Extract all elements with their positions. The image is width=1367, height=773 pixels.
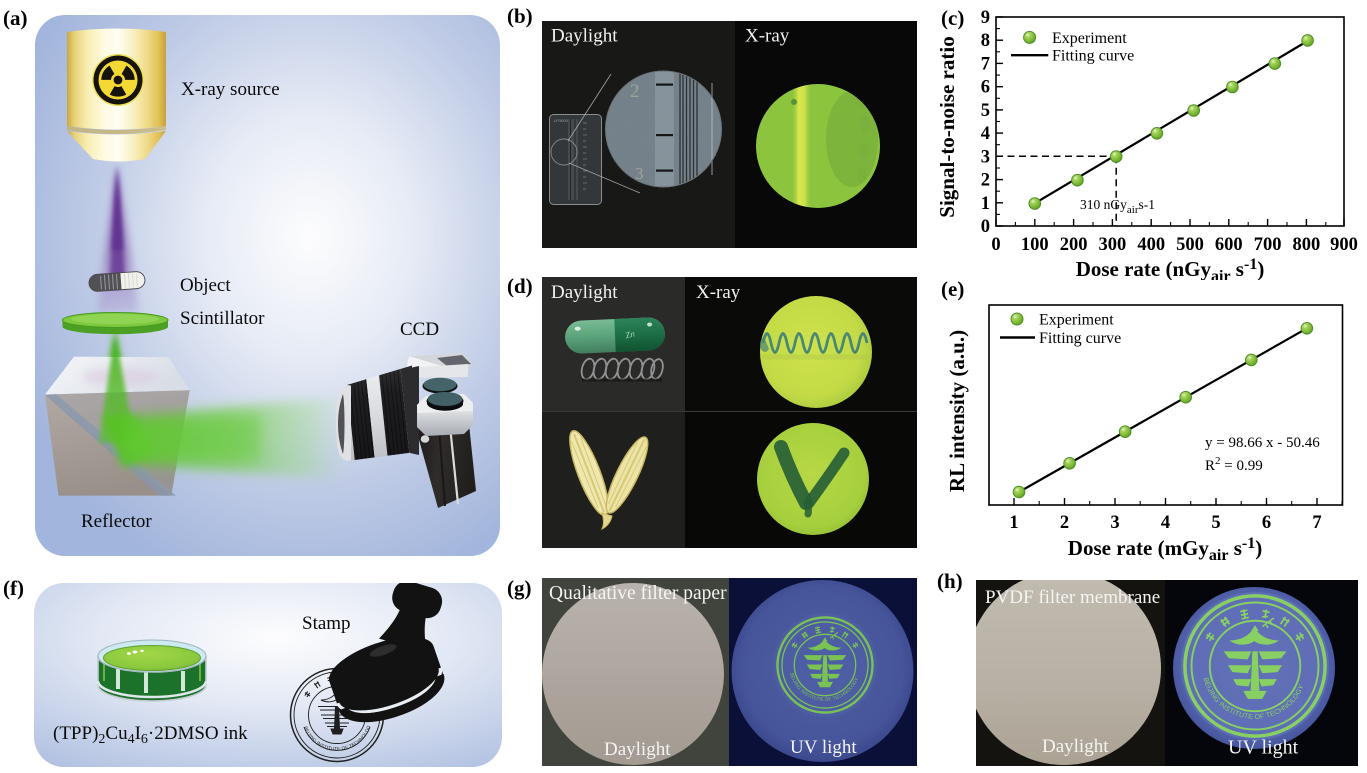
svg-text:Stamp: Stamp xyxy=(302,613,351,634)
svg-text:800: 800 xyxy=(1293,235,1321,255)
svg-text:3: 3 xyxy=(981,147,990,167)
svg-text:CCD: CCD xyxy=(400,319,439,340)
svg-text:Fitting curve: Fitting curve xyxy=(1052,48,1134,65)
svg-text:X-ray source: X-ray source xyxy=(181,79,280,100)
svg-text:UV light: UV light xyxy=(790,737,857,758)
svg-text:Experiment: Experiment xyxy=(1039,312,1114,329)
svg-text:UV light: UV light xyxy=(1228,737,1299,759)
svg-text:500: 500 xyxy=(1176,235,1204,255)
svg-text:600: 600 xyxy=(1215,235,1243,255)
svg-text:y = 98.66 x - 50.46: y = 98.66 x - 50.46 xyxy=(1205,435,1320,451)
svg-text:Qualitative filter paper: Qualitative filter paper xyxy=(549,583,727,604)
svg-text:7: 7 xyxy=(981,54,990,74)
svg-text:1: 1 xyxy=(981,194,990,214)
svg-text:5: 5 xyxy=(981,101,990,121)
svg-text:0: 0 xyxy=(991,235,1000,255)
svg-text:Experiment: Experiment xyxy=(1052,30,1127,47)
svg-text:300: 300 xyxy=(1099,235,1127,255)
svg-text:LP3000: LP3000 xyxy=(554,118,569,123)
svg-text:Fitting curve: Fitting curve xyxy=(1039,330,1121,347)
svg-text:Daylight: Daylight xyxy=(604,739,671,760)
svg-text:Signal-to-noise ratio: Signal-to-noise ratio xyxy=(940,36,959,217)
svg-text:100: 100 xyxy=(1021,235,1049,255)
svg-text:1: 1 xyxy=(1009,513,1018,533)
svg-text:X-ray: X-ray xyxy=(745,26,790,47)
svg-text:4: 4 xyxy=(1161,513,1170,533)
svg-text:700: 700 xyxy=(1254,235,1282,255)
svg-text:Daylight: Daylight xyxy=(551,26,618,47)
svg-text:0: 0 xyxy=(981,217,990,237)
svg-text:2: 2 xyxy=(981,171,990,191)
svg-text:900: 900 xyxy=(1330,235,1358,255)
svg-text:PVDF filter membrane: PVDF filter membrane xyxy=(985,587,1160,608)
svg-text:Daylight: Daylight xyxy=(1042,736,1109,757)
svg-text:(TPP)2Cu4I6·2DMSO ink: (TPP)2Cu4I6·2DMSO ink xyxy=(53,723,248,747)
svg-text:Zn: Zn xyxy=(624,328,636,340)
svg-text:Dose rate (mGyair s-1): Dose rate (mGyair s-1) xyxy=(1068,535,1262,560)
svg-text:6: 6 xyxy=(1262,513,1271,533)
svg-text:400: 400 xyxy=(1137,235,1165,255)
svg-text:Scintillator: Scintillator xyxy=(180,308,265,329)
svg-text:2: 2 xyxy=(1060,513,1069,533)
svg-text:7: 7 xyxy=(1312,513,1321,533)
svg-text:Reflector: Reflector xyxy=(81,511,152,532)
svg-text:6: 6 xyxy=(981,78,990,98)
svg-text:X-ray: X-ray xyxy=(696,282,741,303)
svg-text:Dose rate (nGyair s-1): Dose rate (nGyair s-1) xyxy=(1076,256,1265,280)
svg-text:R2 = 0.99: R2 = 0.99 xyxy=(1205,455,1263,474)
svg-text:3: 3 xyxy=(1110,513,1119,533)
svg-text:4: 4 xyxy=(981,124,990,144)
svg-text:200: 200 xyxy=(1060,235,1088,255)
svg-text:Object: Object xyxy=(180,275,231,296)
svg-text:5: 5 xyxy=(1211,513,1220,533)
svg-text:RL intensity (a.u.): RL intensity (a.u.) xyxy=(945,330,969,492)
svg-text:9: 9 xyxy=(981,8,990,28)
svg-text:8: 8 xyxy=(981,31,990,51)
svg-text:310 nGyairs-1: 310 nGyairs-1 xyxy=(1080,197,1155,216)
svg-text:3: 3 xyxy=(635,164,644,183)
svg-text:Daylight: Daylight xyxy=(551,282,618,303)
svg-text:2: 2 xyxy=(630,81,640,102)
